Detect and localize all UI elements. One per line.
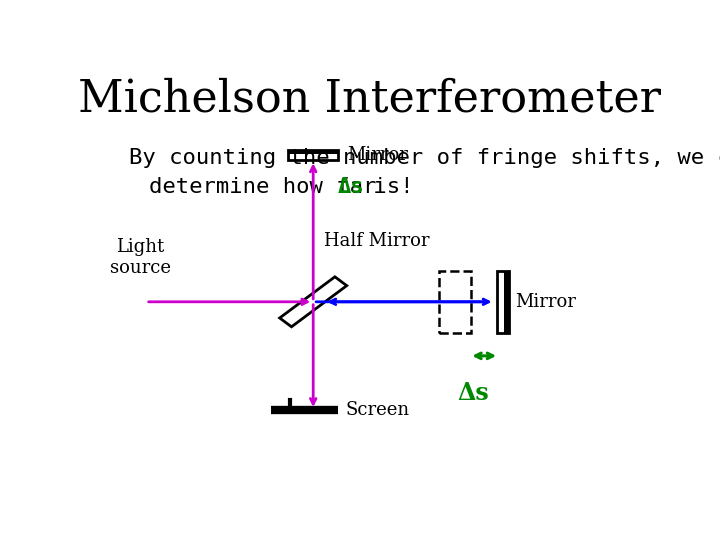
Bar <box>438 271 471 333</box>
Bar <box>504 271 508 333</box>
Bar <box>288 150 338 154</box>
Text: Half Mirror: Half Mirror <box>324 232 430 250</box>
Text: Screen: Screen <box>345 401 409 419</box>
Polygon shape <box>279 277 347 327</box>
Text: By counting the number of fringe shifts, we can: By counting the number of fringe shifts,… <box>129 148 720 168</box>
Bar <box>288 150 338 160</box>
Text: Mirror: Mirror <box>516 293 576 311</box>
Text: Light
source: Light source <box>109 238 171 277</box>
Bar <box>498 271 508 333</box>
Text: determine how far: determine how far <box>148 177 390 197</box>
Text: is!: is! <box>359 177 413 197</box>
Text: Michelson Interferometer: Michelson Interferometer <box>78 77 660 120</box>
Text: Δs: Δs <box>337 177 364 197</box>
Text: Δs: Δs <box>458 381 490 405</box>
Text: Mirror: Mirror <box>347 146 408 164</box>
